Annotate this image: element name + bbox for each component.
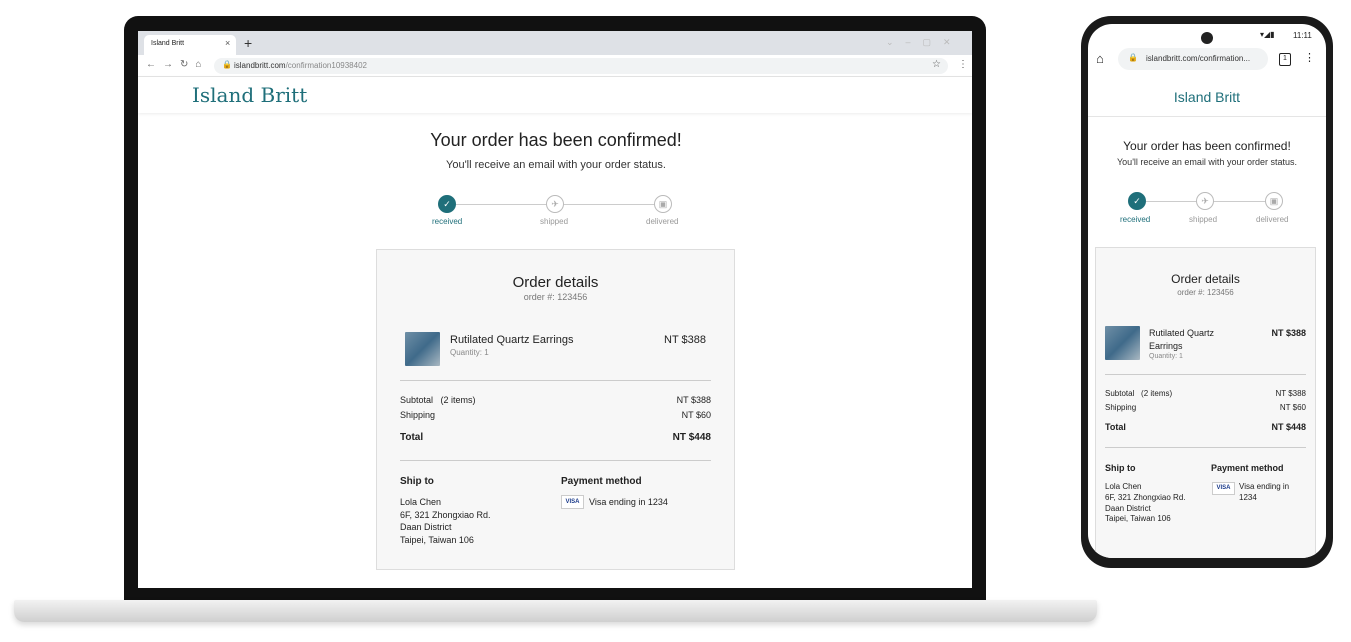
status-time: 11:11 — [1293, 31, 1312, 40]
payment-label: Payment method — [561, 476, 642, 487]
close-tab-icon[interactable]: × — [225, 38, 231, 48]
address-line: Daan District — [1105, 504, 1151, 513]
ship-to-label: Ship to — [1105, 463, 1136, 473]
subtotal-count: (2 items) — [1141, 389, 1173, 398]
order-title: Order details — [512, 274, 599, 291]
ship-to-label: Ship to — [400, 476, 434, 487]
order-number: order #: 123456 — [523, 292, 588, 302]
shipping-label: Shipping — [1105, 403, 1137, 412]
gift-icon: ▣ — [654, 195, 672, 213]
order-number: order #: 123456 — [1177, 288, 1234, 297]
total-value: NT $448 — [1271, 422, 1306, 432]
step-shipped: shipped — [1189, 215, 1218, 224]
url: islandbritt.com/confirmation... — [1146, 54, 1251, 63]
step-delivered: delivered — [1256, 215, 1289, 224]
desktop-browser: Island Britt × + ⌄–▢✕ ←→↻⌂ 🔒 islandbritt… — [138, 31, 972, 588]
shipping-value: NT $60 — [1279, 403, 1306, 412]
tab-count-button[interactable]: 1 — [1279, 53, 1291, 66]
window-controls[interactable]: ⌄–▢✕ — [886, 37, 963, 47]
star-icon[interactable]: ☆ — [932, 59, 941, 70]
item-name[interactable]: Rutilated Quartz Earrings — [450, 334, 574, 346]
subtotal-label: Subtotal — [1105, 389, 1135, 398]
check-icon: ✓ — [438, 195, 456, 213]
browser-tab[interactable]: Island Britt × — [144, 35, 236, 55]
camera — [1201, 32, 1213, 44]
item-price: NT $388 — [664, 334, 706, 346]
logo[interactable]: Island Britt — [192, 83, 308, 107]
status-icons: ▾◢▮ — [1260, 30, 1275, 39]
total-label: Total — [400, 432, 424, 443]
step-received: received — [432, 217, 463, 226]
shipping-label: Shipping — [400, 410, 436, 420]
order-title: Order details — [1171, 272, 1240, 286]
check-icon: ✓ — [1128, 192, 1146, 210]
lock-icon: 🔒 — [1128, 53, 1138, 62]
step-delivered: delivered — [646, 217, 679, 226]
site-header — [138, 77, 972, 113]
menu-icon[interactable]: ⋮ — [1304, 52, 1315, 64]
subtotal-value: NT $388 — [1275, 389, 1306, 398]
menu-icon[interactable]: ⋮ — [958, 59, 968, 70]
logo[interactable]: Island Britt — [1173, 89, 1241, 105]
card-text: Visa ending in 1234 — [589, 497, 668, 507]
order-card: Order details order #: 123456 Rutilated … — [1095, 247, 1316, 558]
page-title: Your order has been confirmed! — [1123, 139, 1291, 153]
home-icon[interactable]: ⌂ — [1096, 51, 1104, 66]
tab-strip — [138, 31, 972, 55]
address-line: Daan District — [400, 522, 452, 532]
card-text: 1234 — [1239, 493, 1257, 502]
url-domain: islandbritt.com — [234, 61, 286, 70]
page-title: Your order has been confirmed! — [430, 130, 682, 150]
product-image[interactable] — [1105, 326, 1140, 360]
gift-icon: ▣ — [1265, 192, 1283, 210]
address-line: 6F, 321 Zhongxiao Rd. — [1105, 493, 1186, 502]
address-line: Lola Chen — [400, 497, 442, 507]
subtotal-count: (2 items) — [440, 395, 476, 405]
plane-icon: ✈ — [546, 195, 564, 213]
plane-icon: ✈ — [1196, 192, 1214, 210]
mobile-browser: ▾◢▮ 11:11 ⌂ 🔒 islandbritt.com/confirmati… — [1088, 24, 1326, 558]
item-name[interactable]: Earrings — [1149, 341, 1183, 351]
item-quantity: Quantity: 1 — [1149, 353, 1183, 360]
visa-icon: VISA — [1212, 482, 1235, 495]
lock-icon: 🔒 — [222, 60, 232, 69]
visa-icon: VISA — [561, 495, 584, 509]
address-line: Taipei, Taiwan 106 — [400, 535, 474, 545]
card-text: Visa ending in — [1239, 482, 1290, 491]
subtotal-value: NT $388 — [676, 395, 711, 405]
total-label: Total — [1105, 422, 1126, 432]
step-shipped: shipped — [540, 217, 569, 226]
step-received: received — [1120, 215, 1151, 224]
item-price: NT $388 — [1271, 328, 1306, 338]
page-subtitle: You'll receive an email with your order … — [1117, 157, 1297, 167]
address-bar[interactable]: 🔒 islandbritt.com/confirmation10938402 ☆ — [214, 58, 948, 74]
address-bar[interactable]: 🔒 islandbritt.com/confirmation... — [1118, 48, 1268, 70]
item-name[interactable]: Rutilated Quartz — [1149, 328, 1215, 338]
total-value: NT $448 — [672, 432, 711, 443]
page-subtitle: You'll receive an email with your order … — [446, 159, 666, 171]
address-line: Taipei, Taiwan 106 — [1105, 514, 1171, 523]
shipping-value: NT $60 — [681, 410, 711, 420]
new-tab-icon[interactable]: + — [244, 35, 253, 51]
subtotal-label: Subtotal — [400, 395, 434, 405]
address-line: 6F, 321 Zhongxiao Rd. — [400, 510, 491, 520]
address-line: Lola Chen — [1105, 482, 1142, 491]
product-image[interactable] — [405, 332, 440, 366]
url-path: /confirmation10938402 — [285, 61, 367, 70]
order-card: Order details order #: 123456 Rutilated … — [376, 249, 735, 570]
tab-title: Island Britt — [151, 40, 185, 47]
item-quantity: Quantity: 1 — [450, 348, 489, 357]
nav-buttons[interactable]: ←→↻⌂ — [146, 59, 209, 70]
laptop-base — [14, 600, 1097, 622]
payment-label: Payment method — [1211, 463, 1284, 473]
